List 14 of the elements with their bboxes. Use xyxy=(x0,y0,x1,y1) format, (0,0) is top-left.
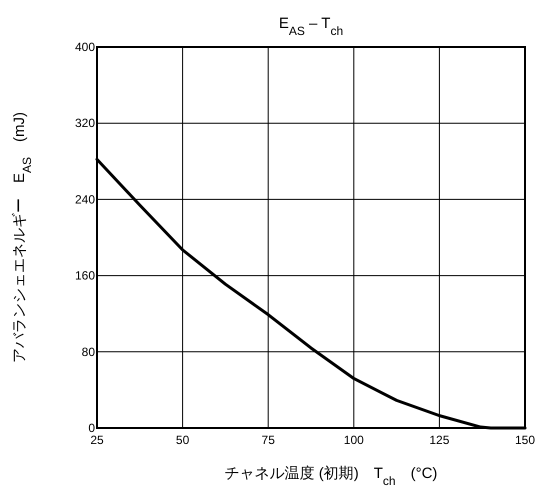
chart-title: E$_{AS}$ – T$_{ch}$ xyxy=(278,15,344,38)
y-tick-label: 400 xyxy=(74,40,96,54)
x-tick-label: 100 xyxy=(344,433,364,447)
y-tick-label: 320 xyxy=(74,116,96,130)
y-tick-label: 80 xyxy=(82,344,96,359)
y-tick-label: 160 xyxy=(74,268,96,283)
x-tick-label: 150 xyxy=(514,433,536,447)
x-tick-label: 50 xyxy=(176,433,190,447)
y-tick-label: 0 xyxy=(88,421,96,435)
text: チャネル温度 (初期) T$_{ch}$ (°C) xyxy=(224,465,438,488)
x-tick-label: 25 xyxy=(90,433,104,447)
y-tick-label: 240 xyxy=(74,192,96,206)
x-tick-label: 75 xyxy=(262,433,276,447)
x-tick-label: 125 xyxy=(429,433,450,447)
